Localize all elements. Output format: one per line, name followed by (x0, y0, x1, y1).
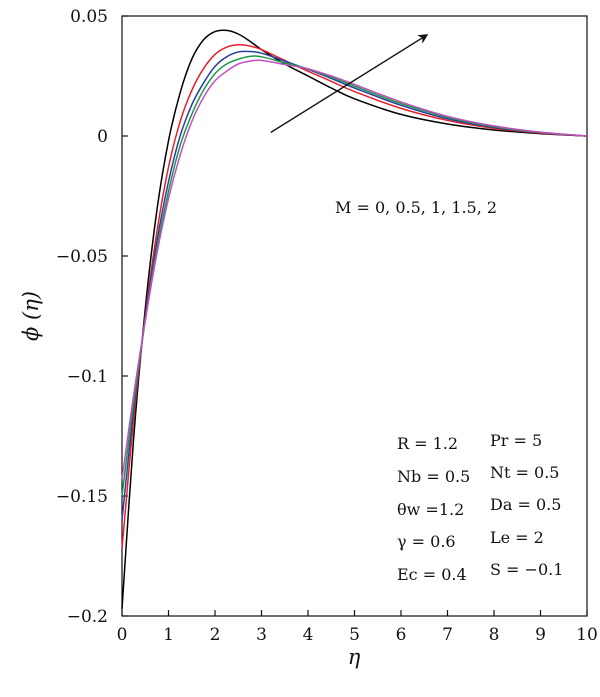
param-left-3: γ = 0.6 (397, 532, 456, 551)
param-right-3: Le = 2 (490, 528, 544, 547)
param-left-0: R = 1.2 (397, 434, 458, 453)
y-tick-labels: 0.05 0 −0.05 −0.1 −0.15 −0.2 (56, 7, 108, 627)
param-left-2: θw =1.2 (397, 500, 464, 519)
series-line-1 (121, 44, 588, 549)
y-tick-label: 0.05 (70, 7, 108, 27)
y-tick-label: −0.2 (67, 607, 108, 627)
param-left-4: Ec = 0.4 (397, 565, 467, 584)
parameters-right: Pr = 5 Nt = 0.5 Da = 0.5 Le = 2 S = −0.1 (490, 431, 563, 579)
x-tick-label: 6 (396, 625, 407, 645)
x-tick-label: 0 (117, 625, 128, 645)
param-right-2: Da = 0.5 (490, 495, 561, 514)
x-tick-label: 10 (576, 625, 598, 645)
y-axis-title: ϕ (η) (19, 291, 43, 341)
x-tick-labels: 0 1 2 3 4 5 6 7 8 9 10 (117, 625, 598, 645)
x-tick-label: 1 (163, 625, 174, 645)
x-axis-title: η (348, 645, 361, 669)
y-tick-label: −0.05 (56, 247, 108, 267)
series-lines (121, 29, 588, 609)
series-line-4 (121, 59, 588, 480)
param-right-1: Nt = 0.5 (490, 463, 559, 482)
x-tick-label: 9 (535, 625, 546, 645)
series-line-0 (121, 29, 588, 609)
annotation-arrow (270, 34, 429, 133)
series-line-2 (121, 50, 588, 521)
x-tick-label: 7 (442, 625, 453, 645)
y-tick-label: −0.1 (67, 367, 108, 387)
y-tick-label: 0 (97, 127, 108, 147)
x-tick-label: 2 (210, 625, 221, 645)
ticks (121, 15, 588, 617)
param-right-4: S = −0.1 (490, 560, 563, 579)
y-tick-label: −0.15 (56, 487, 108, 507)
series-line-3 (121, 55, 588, 497)
parameters-left: R = 1.2 Nb = 0.5 θw =1.2 γ = 0.6 Ec = 0.… (397, 434, 470, 584)
x-tick-label: 5 (349, 625, 360, 645)
param-right-0: Pr = 5 (490, 431, 542, 450)
x-tick-label: 4 (303, 625, 314, 645)
annotation-label: M = 0, 0.5, 1, 1.5, 2 (335, 198, 497, 217)
x-tick-label: 3 (256, 625, 267, 645)
param-left-1: Nb = 0.5 (397, 467, 470, 486)
x-tick-label: 8 (489, 625, 500, 645)
